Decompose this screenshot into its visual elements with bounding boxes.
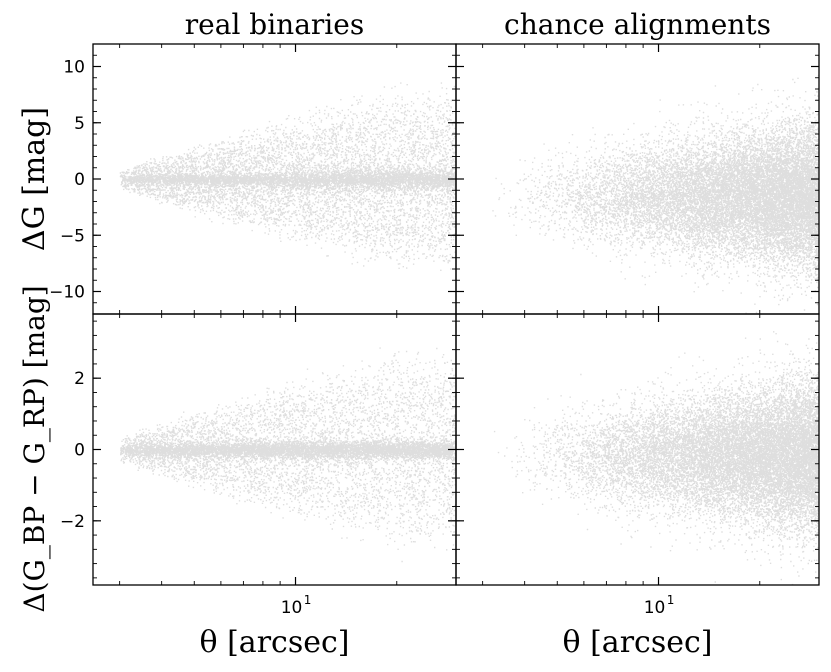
x-tick-label-exponent: 1 — [304, 593, 312, 607]
y-axis-label-delta-g: ΔG [mag] — [17, 107, 52, 251]
y-tick-label: 0 — [74, 441, 85, 461]
x-tick-label: 10 — [281, 598, 303, 618]
y-axis-label-delta-color: Δ(G_BP − G_RP) [mag] — [18, 285, 51, 612]
x-tick-label: 10 — [644, 598, 666, 618]
y-tick-label: 5 — [74, 114, 85, 134]
y-tick-label: 10 — [63, 58, 85, 78]
x-axis-label-right: θ [arcsec] — [563, 625, 713, 660]
y-tick-label: 0 — [74, 170, 85, 190]
panel-title-chance-alignments: chance alignments — [504, 8, 771, 41]
y-tick-label: −10 — [49, 283, 85, 303]
y-tick-label: 2 — [74, 369, 85, 389]
y-tick-label: −5 — [60, 226, 85, 246]
x-tick-label-exponent: 1 — [667, 593, 675, 607]
y-tick-label: −2 — [60, 512, 85, 532]
panel-title-real-binaries: real binaries — [185, 8, 364, 41]
x-axis-label-left: θ [arcsec] — [200, 625, 350, 660]
